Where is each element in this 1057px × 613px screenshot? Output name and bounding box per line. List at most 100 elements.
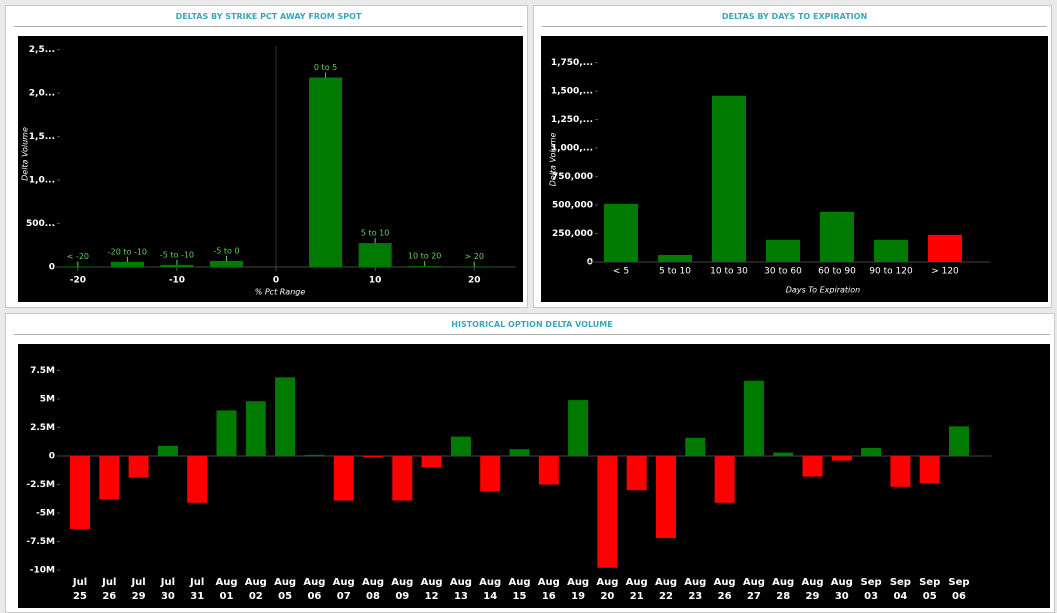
x-tick-label: 19 — [571, 591, 585, 602]
bar-label: < -20 — [67, 252, 89, 261]
x-tick-label: 10 — [369, 276, 382, 286]
x-tick-label: -20 — [70, 276, 86, 286]
y-tick-label: 1,0... — [29, 176, 55, 186]
y-tick-label: -2.5M — [26, 480, 55, 490]
bar — [216, 410, 237, 457]
bar-label: 10 to 20 — [408, 252, 441, 261]
x-tick-label: Aug — [626, 577, 648, 588]
x-tick-label: Aug — [274, 577, 296, 588]
bar — [99, 456, 120, 500]
x-tick-label: 03 — [864, 591, 878, 602]
bar — [309, 77, 343, 267]
y-tick-label: 500,000 — [552, 201, 593, 211]
bar — [304, 454, 325, 457]
chart: -10M -7.5M -5M -2.5M 0 2.5M 5M 7.5M Jul 25 Jul 26 Ju… — [18, 344, 1050, 608]
x-tick-label: Aug — [596, 577, 618, 588]
y-tick-label: 7.5M — [30, 366, 55, 376]
y-tick-label: 1,250,... — [551, 115, 593, 125]
x-tick-label: Aug — [391, 577, 413, 588]
x-tick-label: > 120 — [931, 267, 959, 277]
y-tick-label: 2.5M — [30, 423, 55, 433]
y-tick-label: 2,5... — [29, 45, 55, 55]
x-tick-label: 29 — [132, 591, 146, 602]
bar — [392, 456, 413, 501]
bar — [70, 456, 90, 529]
x-tick-label: Aug — [450, 577, 472, 588]
x-tick-label: 07 — [337, 591, 351, 602]
y-tick-label: 1,000,... — [551, 144, 593, 154]
y-tick-label: 0 — [49, 452, 55, 462]
y-tick-label: -10M — [30, 566, 55, 576]
x-tick-label: Aug — [333, 577, 355, 588]
bar — [275, 377, 296, 457]
x-tick-label: Jul — [130, 577, 145, 588]
bar — [408, 266, 442, 267]
x-tick-label: 30 to 60 — [764, 267, 802, 277]
x-axis-title: Days To Expiration — [786, 286, 860, 295]
x-tick-label: Jul — [160, 577, 175, 588]
x-tick-label: 12 — [425, 591, 439, 602]
x-tick-label: Aug — [743, 577, 765, 588]
x-tick-label: Sep — [919, 577, 940, 588]
x-tick-label: 29 — [806, 591, 820, 602]
chart: 0 500... 1,0... 1,5... 2,0... 2,5... -20 -10 0 10… — [18, 36, 523, 302]
x-tick-label: 14 — [483, 591, 497, 602]
bar — [157, 445, 178, 457]
x-tick-label: Jul — [101, 577, 116, 588]
x-tick-label: 08 — [366, 591, 380, 602]
bar — [766, 239, 800, 262]
x-tick-label: Aug — [801, 577, 823, 588]
x-tick-label: 10 to 30 — [710, 267, 748, 277]
bar-label: 5 to 10 — [361, 229, 389, 238]
x-tick-label: 30 — [835, 591, 849, 602]
x-tick-label: 02 — [249, 591, 263, 602]
x-tick-label: 20 — [468, 276, 481, 286]
bar — [457, 266, 491, 268]
x-tick-label: Aug — [538, 577, 560, 588]
y-tick-label: 500... — [26, 219, 55, 229]
bar — [928, 234, 962, 262]
x-tick-label: Aug — [245, 577, 267, 588]
bar — [712, 95, 746, 262]
x-tick-label: 60 to 90 — [818, 267, 856, 277]
x-tick-label: 21 — [630, 591, 644, 602]
x-tick-label: 26 — [102, 591, 116, 602]
bar — [450, 436, 471, 457]
bar — [358, 243, 392, 267]
y-tick-label: 0 — [49, 263, 55, 273]
bar — [773, 452, 794, 457]
bar — [209, 260, 243, 267]
bar — [949, 426, 969, 457]
y-tick-label: 1,5... — [29, 132, 55, 142]
x-tick-label: 01 — [220, 591, 234, 602]
x-axis-title: % Pct Range — [255, 288, 306, 297]
x-tick-label: 15 — [513, 591, 527, 602]
x-tick-label: Aug — [421, 577, 443, 588]
x-tick-label: Aug — [772, 577, 794, 588]
bar — [568, 400, 589, 457]
bar — [604, 203, 638, 262]
bar — [743, 380, 764, 457]
bar — [110, 261, 144, 267]
bar — [160, 264, 194, 267]
y-tick-label: 2,0... — [29, 89, 55, 99]
bar-label: 0 to 5 — [314, 63, 337, 72]
bar — [861, 448, 882, 457]
bar — [61, 266, 95, 268]
bar — [714, 456, 735, 503]
x-tick-label: Aug — [508, 577, 530, 588]
y-tick-label: 1,750,... — [551, 58, 593, 68]
x-tick-label: Sep — [948, 577, 969, 588]
bar — [509, 449, 530, 457]
x-tick-label: 06 — [307, 591, 321, 602]
x-tick-label: Aug — [303, 577, 325, 588]
x-tick-label: 04 — [893, 591, 907, 602]
x-tick-label: 05 — [278, 591, 292, 602]
x-tick-label: 5 to 10 — [659, 267, 691, 277]
x-tick-label: 20 — [600, 591, 614, 602]
bar — [128, 456, 149, 478]
x-tick-label: Aug — [655, 577, 677, 588]
y-axis-title: Delta Volume — [21, 127, 30, 181]
x-tick-label: 90 to 120 — [869, 267, 913, 277]
